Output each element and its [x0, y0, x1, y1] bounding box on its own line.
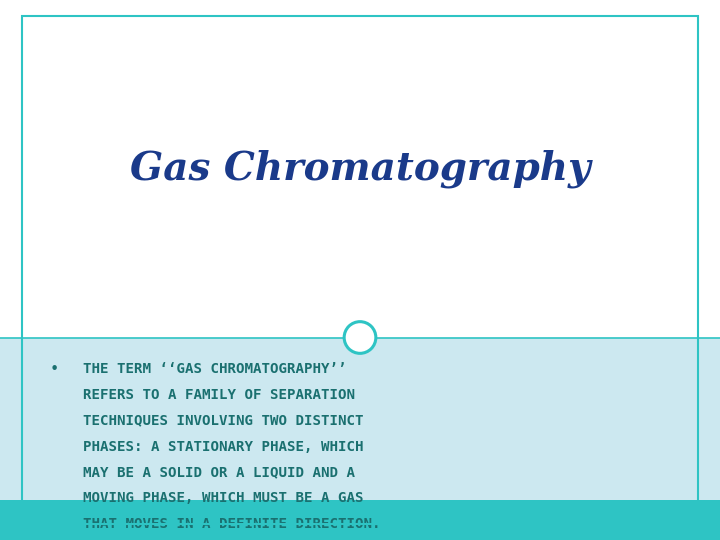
Text: THAT MOVES IN A DEFINITE DIRECTION.: THAT MOVES IN A DEFINITE DIRECTION. [83, 517, 380, 531]
Ellipse shape [344, 322, 376, 353]
Text: •: • [49, 362, 59, 377]
Text: PHASES: A STATIONARY PHASE, WHICH: PHASES: A STATIONARY PHASE, WHICH [83, 440, 364, 454]
Bar [0, 0, 720, 338]
Text: TECHNIQUES INVOLVING TWO DISTINCT: TECHNIQUES INVOLVING TWO DISTINCT [83, 414, 364, 428]
Text: THE TERM ‘‘GAS CHROMATOGRAPHY’’: THE TERM ‘‘GAS CHROMATOGRAPHY’’ [83, 362, 346, 376]
Bar [0, 500, 720, 540]
Bar [0, 338, 720, 500]
Text: MAY BE A SOLID OR A LIQUID AND A: MAY BE A SOLID OR A LIQUID AND A [83, 465, 355, 480]
Text: Gas Chromatography: Gas Chromatography [130, 150, 590, 188]
Text: MOVING PHASE, WHICH MUST BE A GAS: MOVING PHASE, WHICH MUST BE A GAS [83, 491, 364, 505]
Text: REFERS TO A FAMILY OF SEPARATION: REFERS TO A FAMILY OF SEPARATION [83, 388, 355, 402]
